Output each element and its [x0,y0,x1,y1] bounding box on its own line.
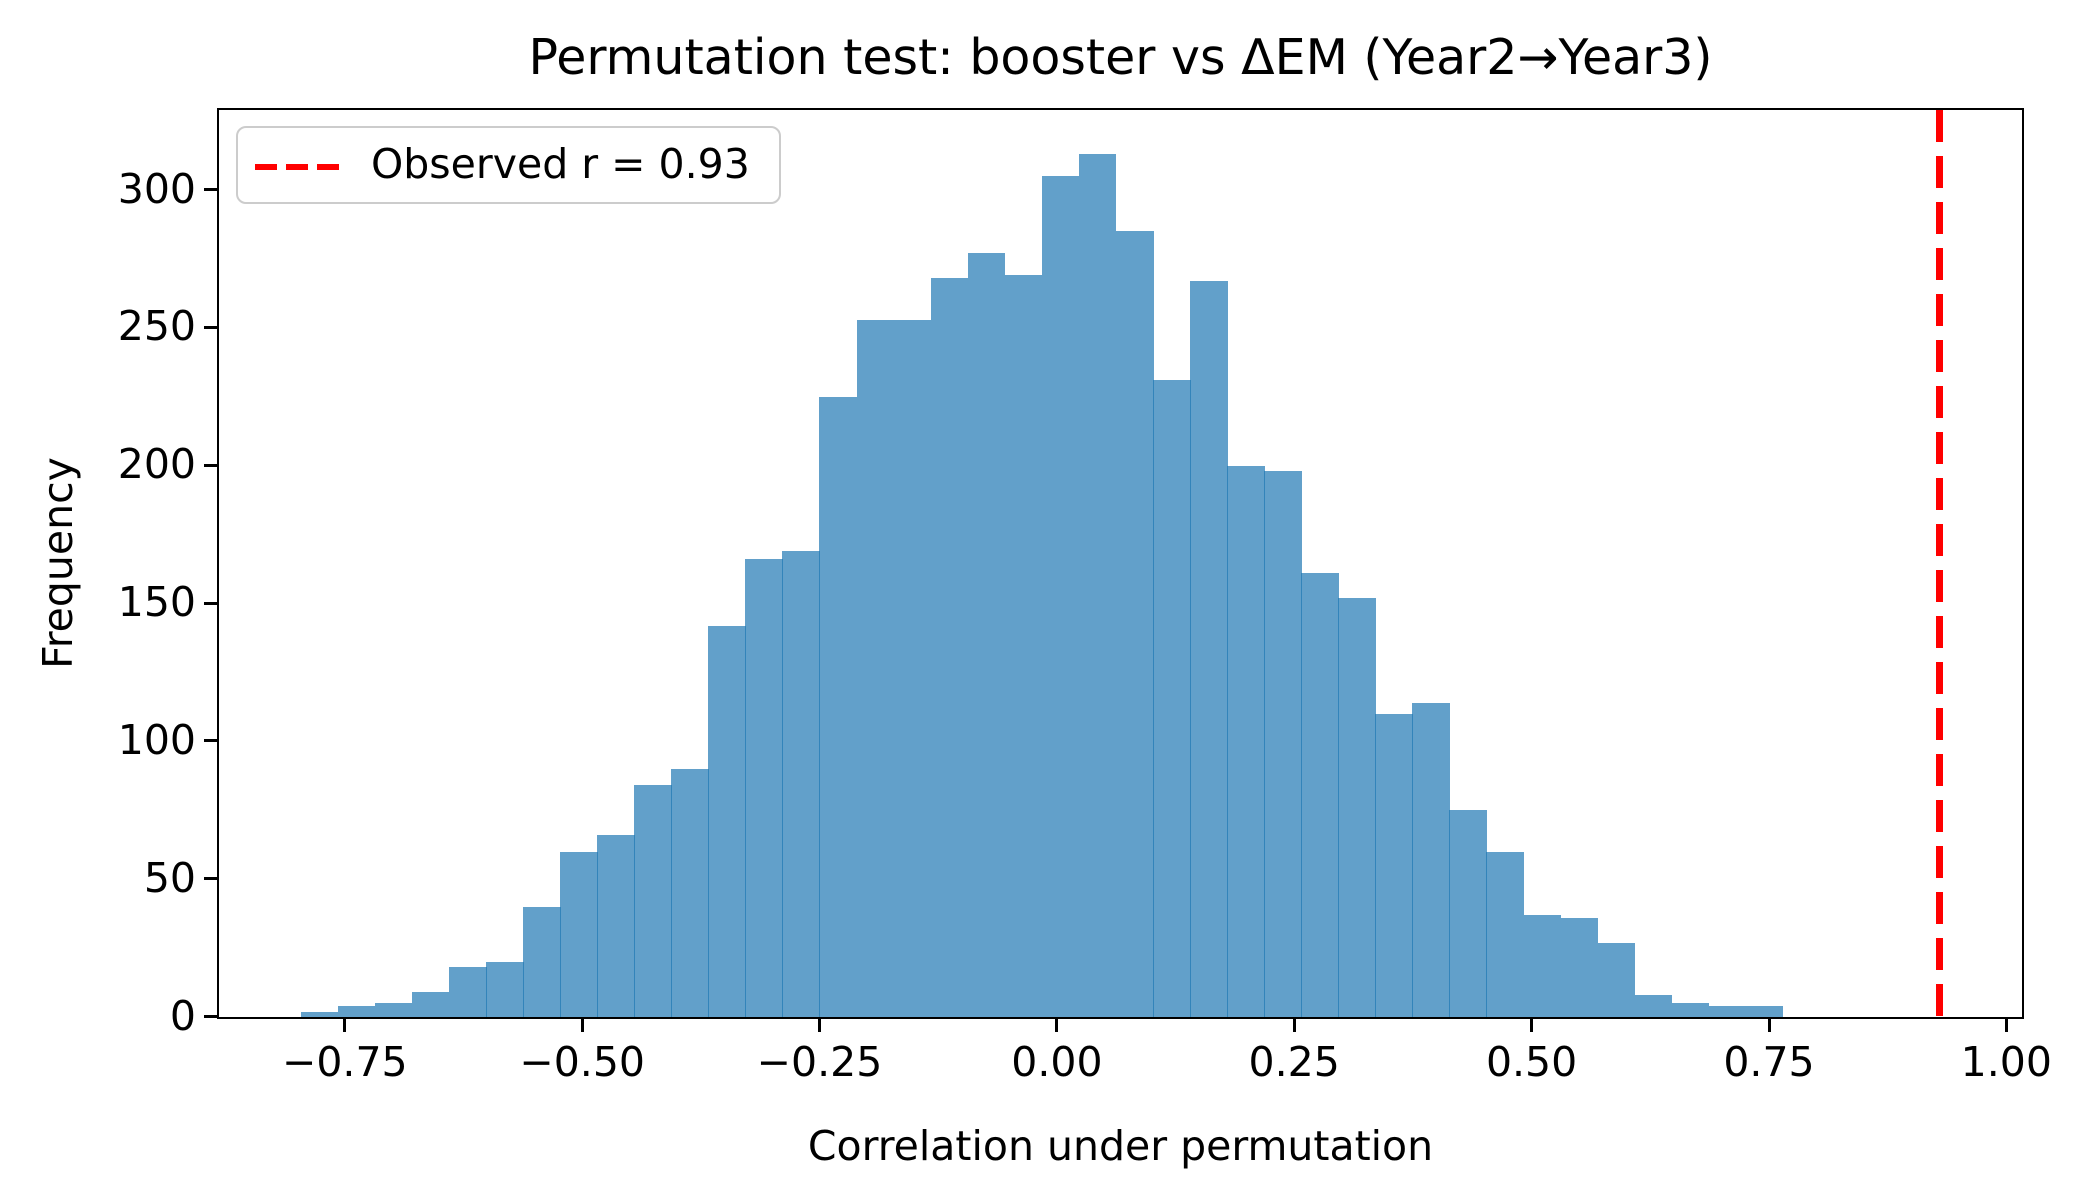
x-axis-tick-label: −0.50 [519,1038,646,1086]
y-axis-tick-label: 100 [117,715,196,764]
histogram-bar [1152,380,1191,1017]
histogram-bar [782,551,821,1017]
histogram-bar [1078,154,1117,1017]
histogram-bar [411,992,450,1017]
x-axis-tick-label: 1.00 [1960,1038,2052,1086]
x-axis-tick [1767,1019,1771,1032]
y-axis-tick [204,739,217,743]
legend-dashed-line-sample [255,164,339,170]
y-axis-tick [204,1015,217,1018]
x-axis-tick [343,1019,347,1032]
y-axis-label-text: Frequency [34,457,82,669]
histogram-bar [1671,1003,1710,1017]
histogram-bar [1412,702,1450,1017]
histogram-bar [485,961,524,1017]
histogram-bar [1634,994,1673,1017]
legend-label: Observed r = 0.93 [371,140,750,188]
histogram-bar [337,1006,376,1017]
y-axis-tick-label: 0 [169,991,196,1040]
x-axis-tick [818,1019,821,1032]
x-axis-tick-label: −0.75 [281,1038,408,1086]
y-axis-tick-label: 300 [117,164,196,213]
histogram-bars [219,110,2022,1017]
histogram-bar [930,278,969,1017]
histogram-bar [1486,851,1525,1017]
x-axis-tick [580,1019,584,1032]
histogram-bar [1041,176,1080,1017]
histogram-bar [1115,231,1154,1017]
histogram-bar [448,967,487,1017]
histogram-bar [1264,471,1302,1017]
histogram-bar [1597,942,1636,1017]
y-axis-tick [204,601,217,605]
histogram-bar [300,1011,339,1017]
histogram-bar [893,319,932,1017]
y-axis-tick-label: 250 [117,302,196,351]
histogram-bar [560,851,598,1017]
histogram-bar [671,768,709,1017]
y-axis-tick [204,877,217,881]
x-axis-tick-label: 0.00 [1011,1038,1103,1086]
histogram-bar [1301,573,1339,1017]
legend: Observed r = 0.93 [236,126,781,204]
y-axis-tick [204,463,217,467]
histogram-bar [1523,915,1562,1017]
x-axis-tick [1530,1019,1534,1032]
x-axis-tick [1055,1019,1059,1032]
histogram-bar [1449,810,1488,1017]
histogram-bar [1227,465,1265,1017]
histogram-bar [523,906,561,1017]
histogram-bar [1560,917,1599,1017]
x-axis-tick-label: 0.25 [1248,1038,1340,1086]
histogram-bar [374,1003,413,1017]
histogram-bar [1190,281,1228,1017]
y-axis-tick-label: 50 [143,853,196,902]
y-axis-tick-label: 200 [117,440,196,489]
y-axis-tick-label: 150 [117,578,196,626]
histogram-bar [856,319,895,1017]
histogram-bar [597,835,635,1017]
x-axis-tick-label: −0.25 [756,1038,883,1086]
histogram-bar [634,785,672,1017]
y-axis-tick [204,188,217,191]
histogram-bar [745,559,783,1017]
x-axis-tick [1292,1019,1296,1032]
x-axis-label: Correlation under permutation [807,1122,1434,1170]
x-axis-tick [2004,1019,2008,1032]
histogram-bar [1745,1006,1784,1017]
histogram-bar [708,625,746,1017]
chart-title: Permutation test: booster vs ΔEM (Year2→… [528,29,1713,86]
histogram-bar [819,396,858,1017]
plot-area [217,108,2024,1019]
histogram-bar [1708,1006,1747,1017]
y-axis-tick [204,325,217,329]
x-axis-tick-label: 0.75 [1723,1038,1815,1086]
histogram-bar [1004,275,1043,1017]
histogram-bar [1338,598,1376,1017]
observed-r-line [1935,110,1943,1017]
histogram-bar [1375,713,1413,1017]
x-axis-tick-label: 0.50 [1485,1038,1578,1086]
histogram-bar [967,253,1006,1017]
